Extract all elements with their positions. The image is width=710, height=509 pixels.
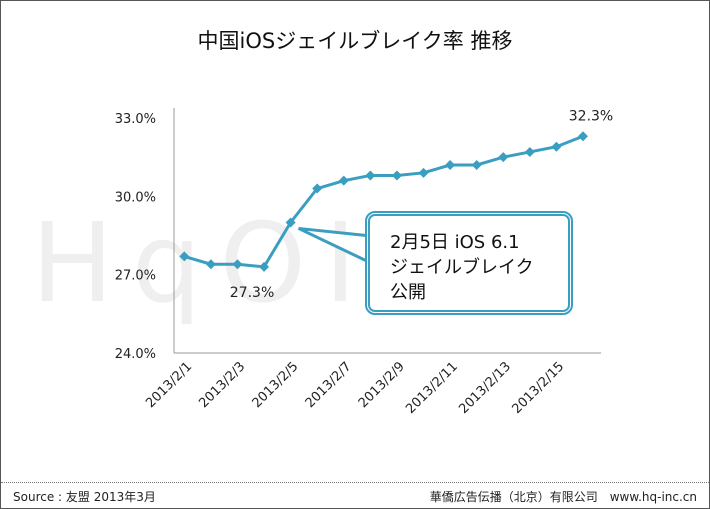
x-tick-label: 2013/2/9 [356,359,408,411]
x-tick-label: 2013/2/7 [303,359,355,411]
annotation-line: ジェイルブレイク [390,257,534,278]
data-point [259,261,270,272]
data-label: 32.3% [569,108,613,124]
x-tick-label: 2013/2/11 [403,359,461,417]
y-tick-label: 30.0% [115,190,156,205]
data-label: 27.3% [230,285,274,301]
data-point [365,170,376,181]
x-tick-label: 2013/2/1 [143,359,195,411]
data-point [179,251,190,262]
data-point [445,160,456,170]
data-point [578,131,588,142]
x-tick-label: 2013/2/15 [509,359,567,417]
annotation-line: 2月5日 iOS 6.1 [390,232,520,253]
y-tick-label: 27.0% [115,269,156,284]
data-point [551,141,562,152]
data-point [418,167,429,178]
series-line [183,134,584,269]
footer-company: 華僑広告伝播（北京）有限公司 www.hq-inc.cn [429,490,697,504]
chart-title: 中国iOSジェイルブレイク率 推移 [197,29,513,53]
x-tick-label: 2013/2/5 [250,359,302,411]
annotation-line: 公開 [390,282,426,303]
data-point [391,170,402,181]
y-tick-label: 33.0% [115,112,156,127]
data-point [312,183,323,194]
data-point [524,146,535,157]
footer-divider [1,482,709,483]
data-point [205,259,216,270]
data-point [232,259,243,270]
data-point [471,160,482,170]
x-tick-label: 2013/2/3 [196,359,248,411]
y-tick-label: 24.0% [115,347,156,362]
data-point [338,175,349,186]
footer-source: Source : 友盟 2013年3月 [13,490,156,504]
annotation-callout: 2月5日 iOS 6.1 ジェイルブレイク 公開 [365,211,573,315]
data-point [498,152,509,163]
data-point [285,217,296,228]
x-tick-label: 2013/2/13 [456,359,514,417]
line-chart: HqOInc. 24.0%27.0%30.0%33.0%2013/2/1 2013… [31,108,613,417]
